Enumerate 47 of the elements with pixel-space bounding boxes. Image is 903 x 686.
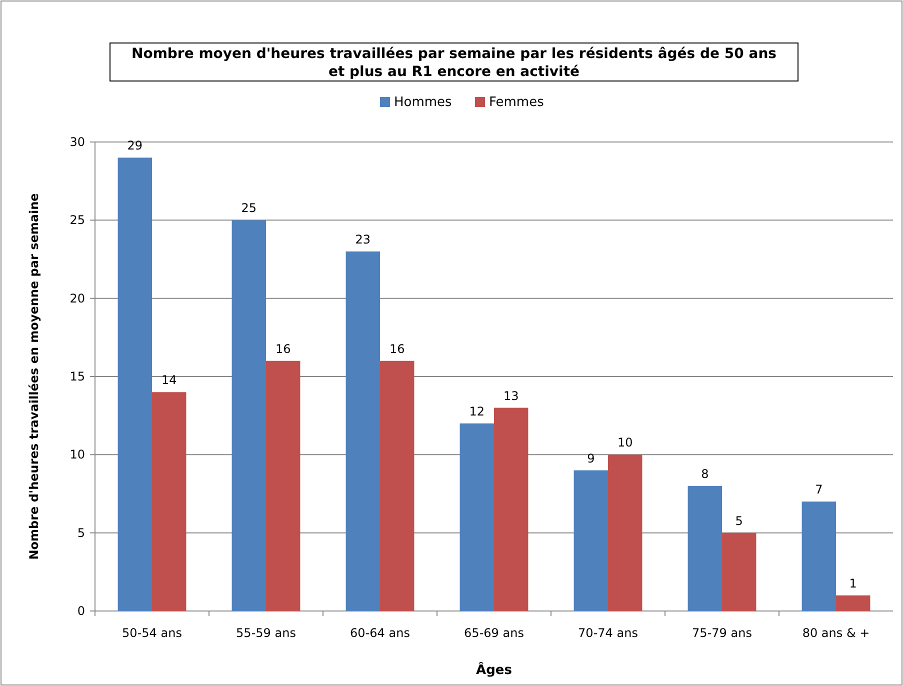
data-label: 8 (701, 466, 709, 481)
y-tick-label: 25 (70, 213, 85, 228)
data-label: 23 (355, 232, 371, 246)
x-tick-label: 70-74 ans (578, 626, 638, 640)
bar (118, 158, 152, 611)
data-label: 9 (587, 451, 595, 466)
data-label: 7 (815, 482, 823, 497)
data-label: 10 (617, 436, 633, 450)
data-label: 5 (735, 514, 743, 528)
data-label: 14 (161, 373, 177, 388)
bar (266, 360, 300, 611)
legend-label: Hommes (394, 95, 452, 110)
x-tick-label: 65-69 ans (464, 626, 524, 640)
y-tick-label: 5 (77, 526, 85, 540)
y-tick-label: 15 (70, 370, 85, 384)
legend-label: Femmes (489, 95, 544, 110)
y-tick-label: 30 (70, 135, 85, 149)
data-label: 16 (389, 342, 405, 356)
bar (152, 392, 186, 611)
chart-title: Nombre moyen d'heures travaillées par semaine par les résidents âgés de 50 ans et plus au R1 encore en activité (131, 46, 777, 80)
x-tick-label: 80 ans & + (802, 626, 870, 640)
data-label: 13 (503, 388, 519, 403)
bar (608, 454, 642, 611)
x-tick-label: 50-54 ans (122, 626, 182, 640)
x-tick-label: 60-64 ans (350, 626, 410, 640)
bar (836, 595, 870, 611)
bar (232, 220, 266, 611)
bar (688, 486, 722, 611)
data-label: 29 (127, 138, 143, 153)
x-tick-label: 55-59 ans (236, 626, 296, 640)
bar (380, 360, 414, 611)
y-axis-title: Nombre d'heures travaillées en moyenne par semaine (27, 193, 41, 560)
bar (802, 502, 836, 611)
data-label: 16 (275, 342, 291, 356)
bar (722, 532, 756, 611)
bar (574, 470, 608, 611)
data-label: 25 (241, 201, 257, 216)
y-tick-label: 10 (70, 448, 85, 462)
bar (494, 408, 528, 611)
y-tick-label: 20 (70, 291, 85, 306)
bar (346, 251, 380, 611)
y-tick-label: 0 (77, 604, 85, 618)
data-label: 1 (849, 576, 857, 590)
x-tick-label: 75-79 ans (692, 626, 752, 640)
data-label: 12 (469, 404, 485, 418)
x-axis-title: Âges (476, 661, 512, 678)
bar (460, 423, 494, 611)
